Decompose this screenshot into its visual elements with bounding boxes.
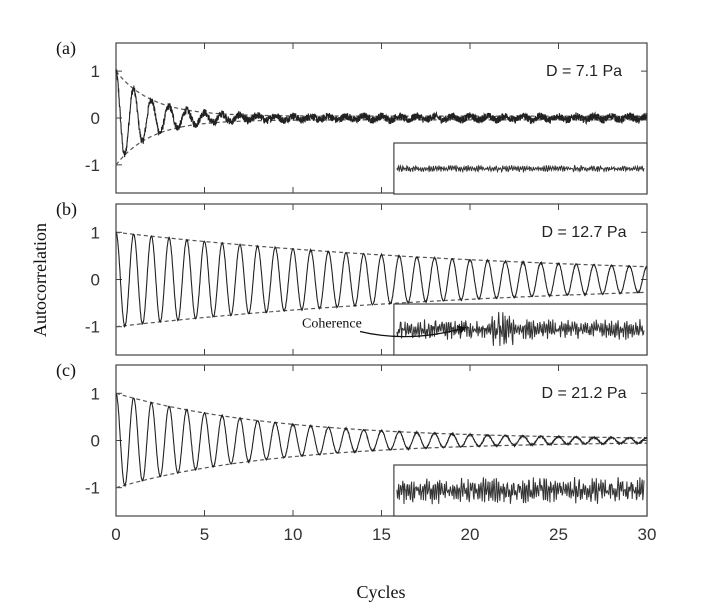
envelope-lower xyxy=(115,442,647,489)
y-axis-title: Autocorrelation xyxy=(30,223,50,337)
panel-label: (b) xyxy=(56,199,77,220)
panel-annotation: D = 7.1 Pa xyxy=(546,63,622,80)
x-tick-label: 0 xyxy=(111,525,120,544)
inset-signal xyxy=(396,476,645,505)
panel-annotation: D = 21.2 Pa xyxy=(542,385,627,402)
x-axis-title: Cycles xyxy=(357,582,406,602)
panel-annotation: D = 12.7 Pa xyxy=(542,224,627,241)
y-tick-label: -1 xyxy=(85,156,100,175)
inset-signal xyxy=(396,311,645,346)
y-tick-label: 0 xyxy=(91,432,100,451)
panel-b: 1 0 -1 (b) D = 12.7 Pa Coherence xyxy=(56,199,648,356)
autocorrelation-trace xyxy=(115,69,648,158)
coherence-arrowhead xyxy=(457,325,466,334)
y-tick-label: -1 xyxy=(85,479,100,498)
x-tick-label: 5 xyxy=(200,525,209,544)
envelope-lower xyxy=(115,291,648,328)
x-tick-label: 10 xyxy=(284,525,303,544)
coherence-label: Coherence xyxy=(302,317,362,332)
y-tick-label: -1 xyxy=(85,318,100,337)
x-tick-label: 20 xyxy=(461,525,480,544)
autocorrelation-trace xyxy=(115,393,648,488)
x-tick-label: 30 xyxy=(638,525,657,544)
autocorrelation-trace xyxy=(115,231,648,329)
panel-label: (a) xyxy=(56,38,76,59)
y-tick-label: 0 xyxy=(91,271,100,290)
y-tick-label: 1 xyxy=(91,384,100,403)
panel-label: (c) xyxy=(56,360,76,381)
panel-c: 10-10 5 10 15 20 25 30(c)D = 21.2 Pa xyxy=(56,360,656,544)
x-tick-label: 15 xyxy=(372,525,391,544)
panel-a: 1 0 -1 (a) D = 7.1 Pa xyxy=(56,38,648,195)
y-tick-label: 1 xyxy=(91,62,100,81)
coherence-arrow xyxy=(359,326,467,338)
x-tick-label: 25 xyxy=(549,525,568,544)
inset-signal xyxy=(396,164,645,174)
y-tick-label: 1 xyxy=(91,223,100,242)
y-tick-label: 0 xyxy=(91,109,100,128)
envelope-lower xyxy=(115,119,647,166)
